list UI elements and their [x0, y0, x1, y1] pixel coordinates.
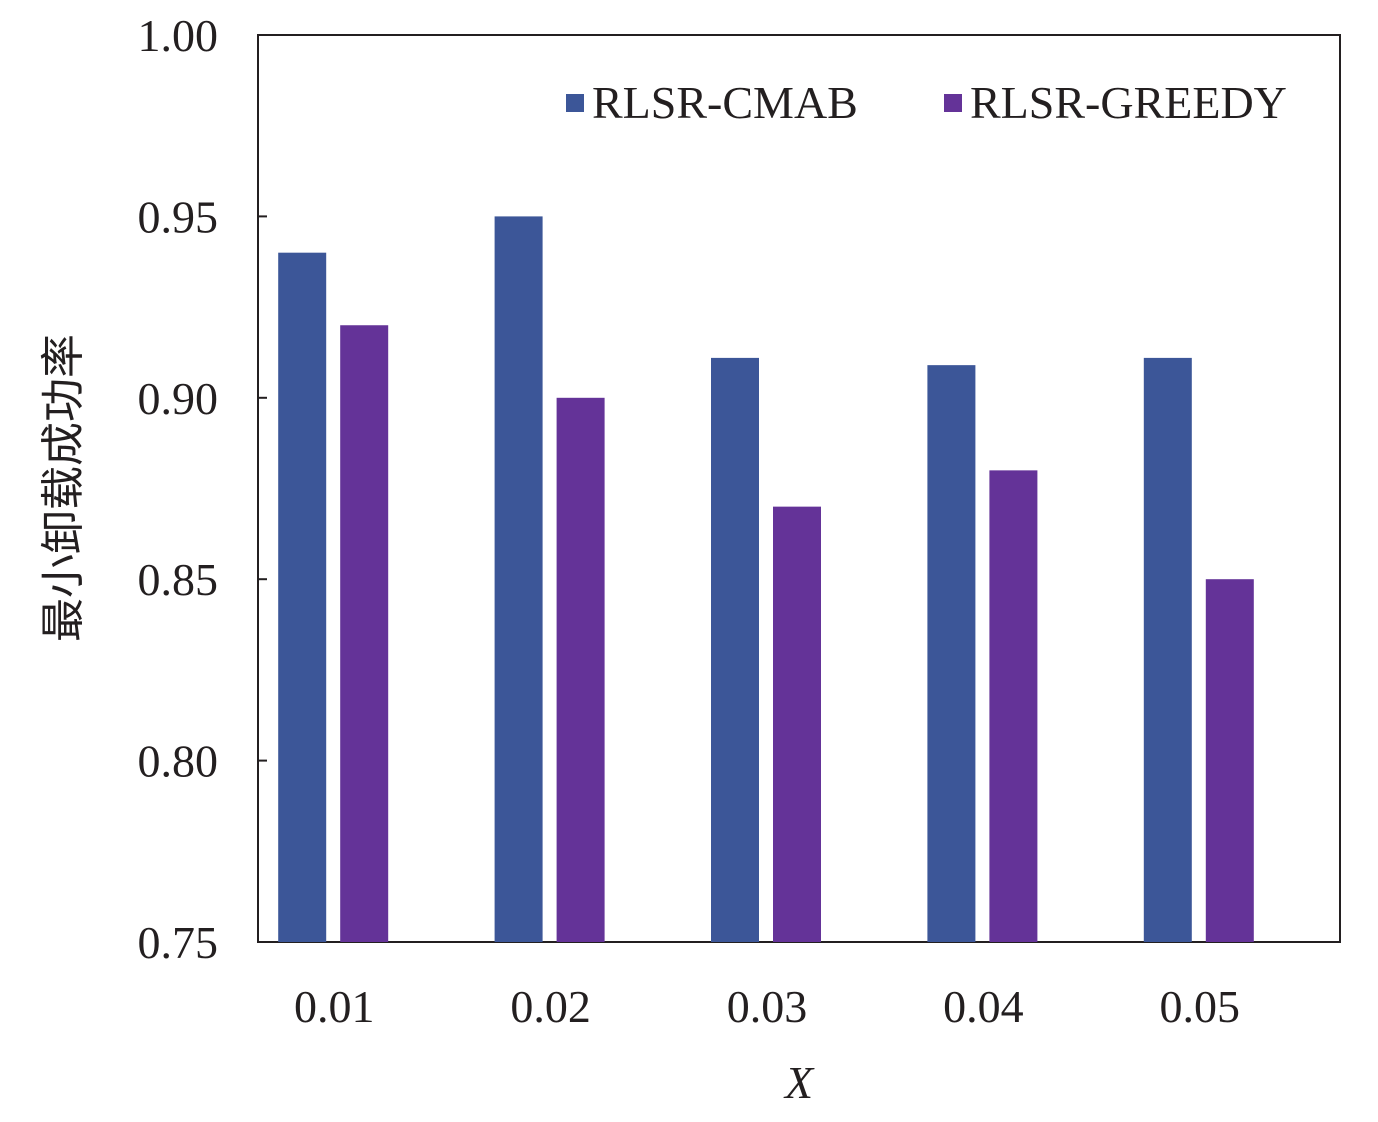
x-tick-label: 0.02 [510, 981, 591, 1032]
y-tick-label: 0.75 [138, 917, 219, 968]
x-axis-title: X [783, 1057, 815, 1108]
x-tick-label: 0.05 [1160, 981, 1241, 1032]
bar-rlsr-greedy-0.03 [773, 506, 821, 942]
legend-label-rlsr-greedy: RLSR-GREEDY [970, 77, 1287, 128]
bar-rlsr-cmab-0.03 [711, 357, 759, 943]
x-tick-label: 0.01 [294, 981, 375, 1032]
legend-swatch-rlsr-greedy [944, 94, 962, 112]
y-tick-label: 0.90 [138, 373, 219, 424]
y-tick-label: 0.95 [138, 191, 219, 242]
legend-label-rlsr-cmab: RLSR-CMAB [592, 77, 858, 128]
bars-group [278, 216, 1254, 943]
y-tick-label: 0.80 [138, 736, 219, 787]
y-axis-title: 最小卸载成功率 [38, 334, 89, 642]
bar-rlsr-cmab-0.04 [927, 365, 976, 942]
bar-rlsr-greedy-0.01 [340, 325, 389, 942]
y-axis: 0.75 0.80 0.85 0.90 0.95 1.00 [138, 10, 267, 968]
x-tick-label: 0.03 [727, 981, 808, 1032]
y-tick-label: 0.85 [138, 554, 219, 605]
bar-rlsr-cmab-0.05 [1143, 357, 1192, 943]
legend: RLSR-CMAB RLSR-GREEDY [566, 77, 1287, 128]
bar-rlsr-greedy-0.02 [556, 397, 605, 942]
bar-rlsr-cmab-0.01 [278, 252, 327, 942]
x-axis: 0.01 0.02 0.03 0.04 0.05 [294, 981, 1240, 1032]
y-tick-label: 1.00 [138, 10, 219, 61]
bar-rlsr-greedy-0.04 [989, 470, 1038, 942]
legend-swatch-rlsr-cmab [566, 94, 584, 112]
bar-rlsr-cmab-0.02 [494, 216, 543, 942]
bar-rlsr-greedy-0.05 [1205, 579, 1254, 942]
x-tick-label: 0.04 [943, 981, 1024, 1032]
